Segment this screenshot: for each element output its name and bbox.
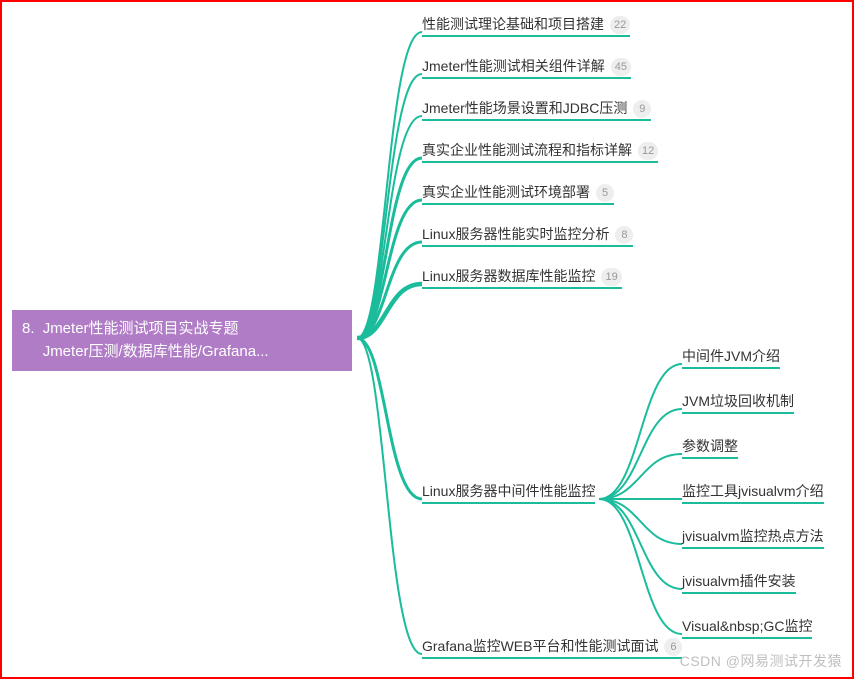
level1-node[interactable]: Jmeter性能场景设置和JDBC压测 9 <box>422 98 651 120</box>
count-badge: 9 <box>633 100 651 118</box>
root-text: Jmeter性能测试项目实战专题 Jmeter压测/数据库性能/Grafana.… <box>43 318 269 363</box>
level1-node[interactable]: Linux服务器性能实时监控分析 8 <box>422 224 633 246</box>
level1-node[interactable]: Linux服务器中间件性能监控 <box>422 481 595 503</box>
level1-node[interactable]: 性能测试理论基础和项目搭建 22 <box>422 14 630 36</box>
node-label: JVM垃圾回收机制 <box>682 393 794 409</box>
level2-node[interactable]: jvisualvm插件安装 <box>682 571 796 593</box>
node-label: 真实企业性能测试流程和指标详解 <box>422 142 632 158</box>
root-number: 8. <box>22 318 35 341</box>
level2-node[interactable]: 监控工具jvisualvm介绍 <box>682 481 824 503</box>
level1-node[interactable]: 真实企业性能测试环境部署 5 <box>422 182 614 204</box>
level2-node[interactable]: 中间件JVM介绍 <box>682 346 780 368</box>
node-label: Jmeter性能场景设置和JDBC压测 <box>422 100 627 116</box>
node-label: 监控工具jvisualvm介绍 <box>682 483 824 499</box>
node-label: Linux服务器数据库性能监控 <box>422 268 595 284</box>
node-label: Jmeter性能测试相关组件详解 <box>422 58 605 74</box>
level2-node[interactable]: 参数调整 <box>682 436 738 458</box>
level2-node[interactable]: Visual&nbsp;GC监控 <box>682 616 812 638</box>
node-label: 参数调整 <box>682 438 738 454</box>
node-label: jvisualvm监控热点方法 <box>682 528 824 544</box>
node-label: Linux服务器性能实时监控分析 <box>422 226 609 242</box>
node-label: Grafana监控WEB平台和性能测试面试 <box>422 638 658 654</box>
root-node[interactable]: 8. Jmeter性能测试项目实战专题 Jmeter压测/数据库性能/Grafa… <box>12 310 352 371</box>
count-badge: 8 <box>615 226 633 244</box>
level1-node[interactable]: 真实企业性能测试流程和指标详解 12 <box>422 140 658 162</box>
mindmap-canvas: 8. Jmeter性能测试项目实战专题 Jmeter压测/数据库性能/Grafa… <box>0 0 854 679</box>
root-line1: Jmeter性能测试项目实战专题 <box>43 320 239 337</box>
count-badge: 12 <box>638 142 658 160</box>
node-label: 中间件JVM介绍 <box>682 348 780 364</box>
level1-node[interactable]: Linux服务器数据库性能监控 19 <box>422 266 622 288</box>
watermark: CSDN @网易测试开发猿 <box>680 651 842 671</box>
root-line2: Jmeter压测/数据库性能/Grafana... <box>43 343 269 360</box>
node-label: Linux服务器中间件性能监控 <box>422 483 595 499</box>
level1-node[interactable]: Grafana监控WEB平台和性能测试面试6 <box>422 636 682 658</box>
count-badge: 45 <box>611 58 631 76</box>
count-badge: 22 <box>610 16 630 34</box>
count-badge: 19 <box>601 268 621 286</box>
count-badge: 5 <box>596 184 614 202</box>
node-label: 真实企业性能测试环境部署 <box>422 184 590 200</box>
node-label: 性能测试理论基础和项目搭建 <box>422 16 604 32</box>
node-label: jvisualvm插件安装 <box>682 573 796 589</box>
level2-node[interactable]: jvisualvm监控热点方法 <box>682 526 824 548</box>
level1-node[interactable]: Jmeter性能测试相关组件详解 45 <box>422 56 631 78</box>
level2-node[interactable]: JVM垃圾回收机制 <box>682 391 794 413</box>
node-label: Visual&nbsp;GC监控 <box>682 618 812 634</box>
